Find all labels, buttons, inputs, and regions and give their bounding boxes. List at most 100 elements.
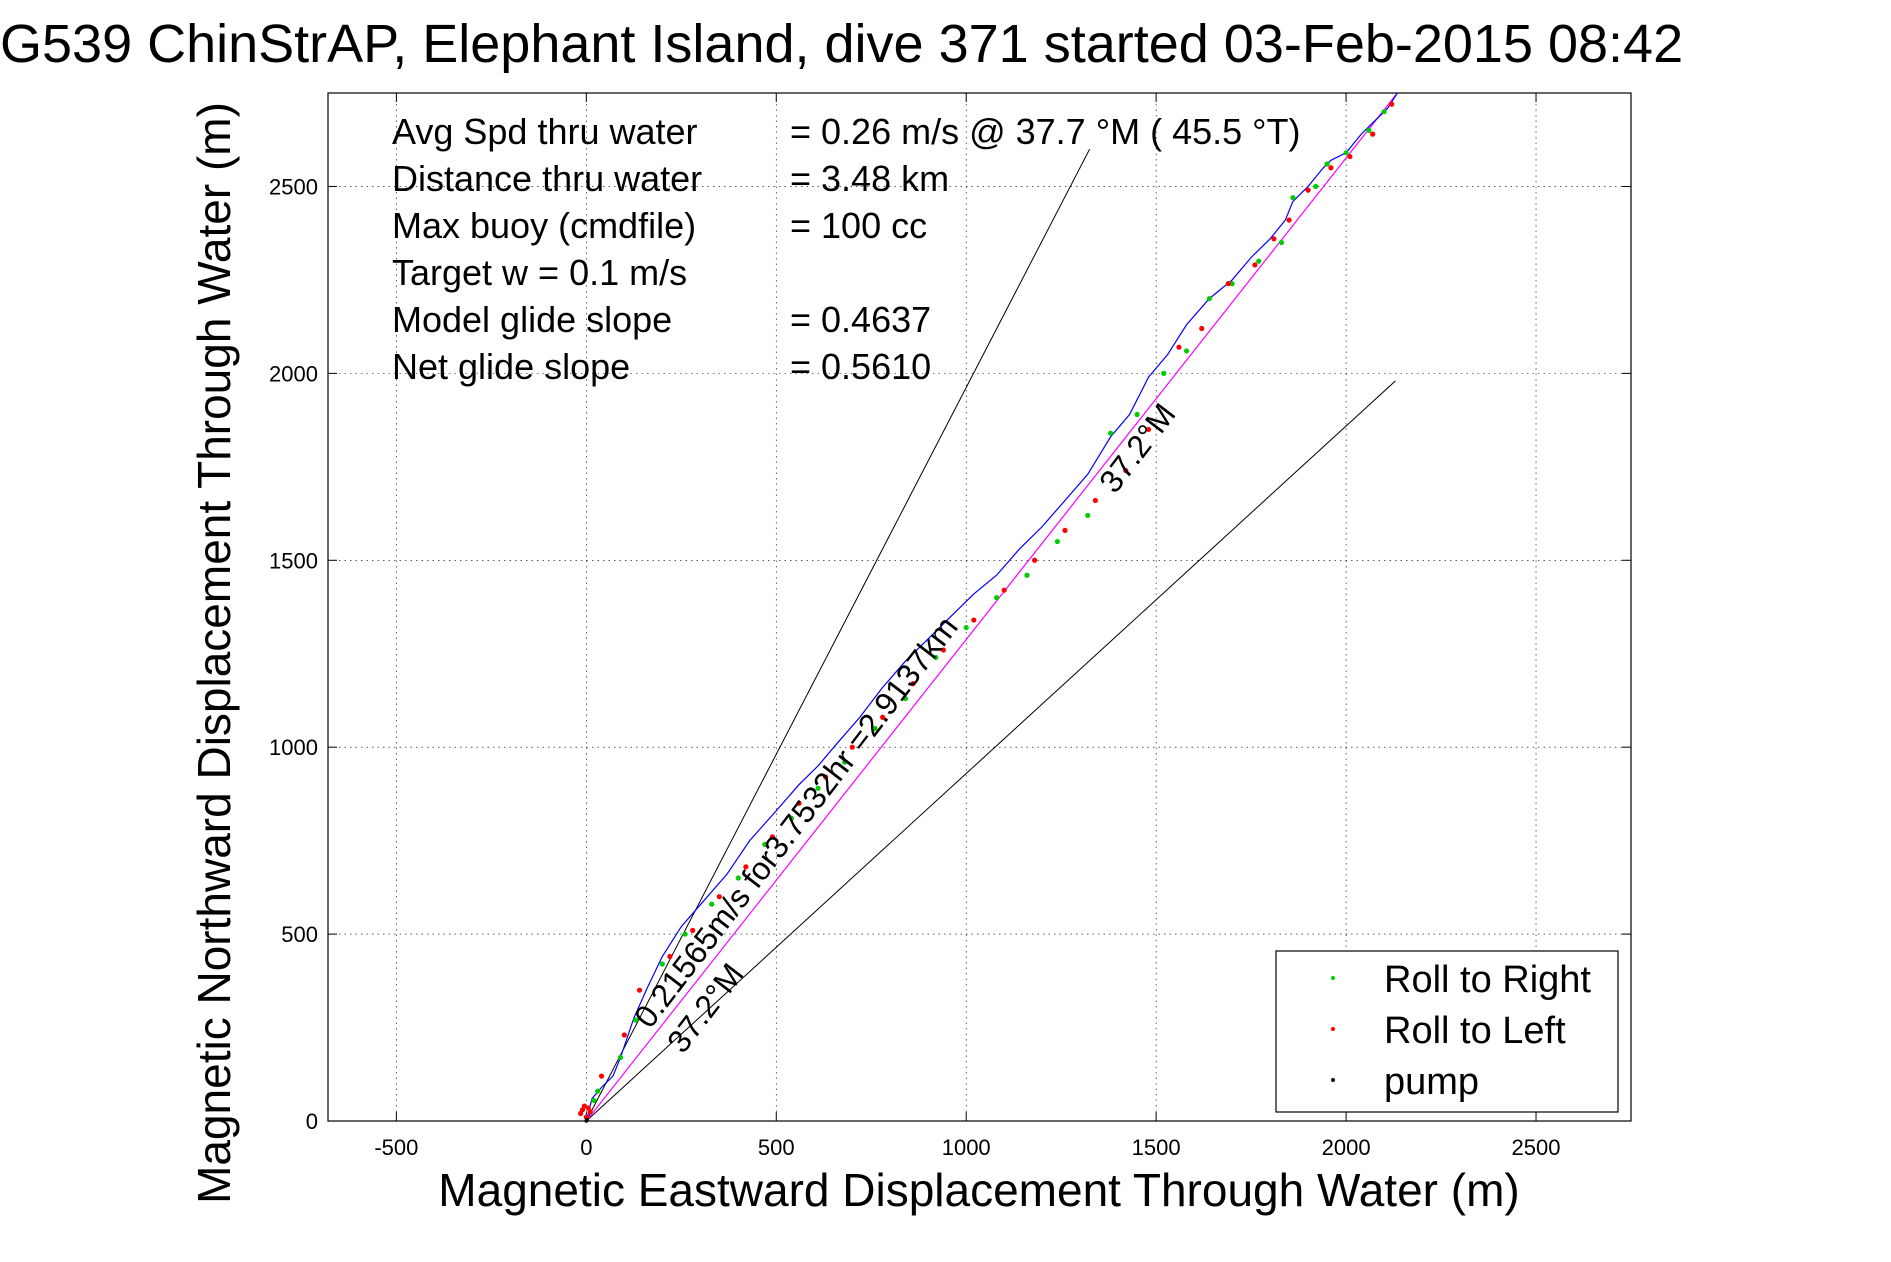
roll-left-point [1199, 325, 1205, 332]
roll-right-point [1381, 109, 1387, 115]
legend-label-roll-left: Roll to Left [1384, 1010, 1566, 1052]
info-value-max-buoy: = 100 cc [790, 205, 927, 246]
roll-right-point [633, 1017, 639, 1023]
roll-left-point [880, 714, 886, 720]
roll-right-point [1206, 296, 1212, 302]
info-label-target-w: Target w = 0.1 m/s [392, 252, 687, 293]
roll-left-point [1031, 557, 1038, 563]
roll-left-point [1347, 153, 1353, 160]
roll-right-point [1229, 281, 1235, 287]
y-tick-label: 0 [306, 1109, 318, 1134]
roll-right-point [872, 725, 878, 732]
roll-right-point [1085, 512, 1091, 519]
roll-left-point [1092, 497, 1098, 504]
legend: Roll to Right Roll to Left pump [1275, 950, 1619, 1113]
roll-right-point [1366, 127, 1372, 133]
info-label-avg-spd: Avg Spd thru water [392, 111, 698, 152]
info-value-model-glide: = 0.4637 [790, 299, 931, 340]
info-label-max-buoy: Max buoy (cmdfile) [392, 205, 696, 246]
roll-right-point [963, 624, 969, 631]
roll-right-point [709, 901, 715, 907]
roll-right-point [1183, 348, 1190, 354]
roll-left-point [849, 744, 855, 750]
y-tick-label: 2500 [269, 174, 318, 199]
roll-right-point [617, 1054, 624, 1061]
roll-left-point [823, 774, 829, 780]
roll-right-point [1107, 430, 1114, 436]
roll-left-point [971, 617, 977, 623]
roll-right-point [1256, 258, 1262, 264]
info-value-net-glide: = 0.5610 [790, 346, 931, 387]
series-layer [578, 92, 1398, 1123]
heading-guide-line [585, 380, 1396, 1122]
roll-left-point [636, 987, 643, 993]
roll-right-point [591, 1097, 597, 1104]
roll-right-point [1343, 150, 1349, 156]
y-tick-label: 1500 [269, 548, 318, 573]
net-displacement-line [585, 92, 1398, 1122]
roll-left-point [743, 864, 749, 870]
roll-left-point [796, 800, 802, 806]
roll-left-point [1271, 236, 1277, 242]
roll-left-point [940, 647, 947, 653]
y-tick-label: 1000 [269, 735, 318, 760]
roll-right-point [933, 654, 939, 661]
pump-point [585, 1117, 589, 1122]
roll-right-point [1134, 411, 1140, 418]
roll-right-point [682, 931, 688, 937]
roll-left-point [667, 953, 673, 960]
roll-left-point [1176, 344, 1182, 350]
plot-area [327, 92, 1632, 1122]
roll-right-point [1313, 183, 1319, 190]
roll-left-point [1252, 262, 1258, 268]
roll-right-point [788, 815, 795, 821]
info-label-model-glide: Model glide slope [392, 299, 672, 340]
roll-left-point [1389, 101, 1395, 107]
x-tick-label: 2500 [1512, 1135, 1561, 1160]
roll-left-point [1123, 467, 1129, 474]
x-tick-label: 1500 [1132, 1135, 1181, 1160]
x-tick-label: 2000 [1322, 1135, 1371, 1160]
roll-right-point [842, 759, 848, 765]
info-label-distance: Distance thru water [392, 158, 702, 199]
roll-left-point [1286, 217, 1292, 223]
roll-left-point [587, 1109, 593, 1115]
chart-title: G539 ChinStrAP, Elephant Island, dive 37… [0, 14, 1683, 74]
roll-left-point [1225, 281, 1231, 287]
info-block: Avg Spd thru water = 0.26 m/s @ 37.7 °M … [392, 111, 1301, 387]
roll-left-point [1145, 426, 1152, 433]
x-tick-label: -500 [374, 1135, 418, 1160]
legend-label-pump: pump [1384, 1061, 1479, 1103]
y-axis-label: Magnetic Northward Displacement Through … [188, 102, 240, 1204]
roll-left-point [690, 927, 696, 933]
roll-right-point [1024, 572, 1030, 578]
roll-right-point [1278, 239, 1285, 246]
roll-right-point [902, 695, 909, 702]
legend-marker-roll-right [1331, 976, 1335, 980]
roll-right-point [595, 1088, 601, 1094]
axis-ticks: -500 0 500 1000 1500 2000 2500 0 500 1000 1500 2000… [269, 93, 1631, 1160]
x-axis-label: Magnetic Eastward Displacement Through W… [438, 1164, 1519, 1216]
roll-right-point [815, 785, 821, 791]
info-value-distance: = 3.48 km [790, 158, 949, 199]
x-tick-label: 1000 [942, 1135, 991, 1160]
x-tick-label: 0 [580, 1135, 592, 1160]
info-label-net-glide: Net glide slope [392, 346, 630, 387]
roll-left-point [1062, 527, 1068, 533]
roll-right-point [1290, 195, 1296, 201]
info-value-avg-spd: = 0.26 m/s @ 37.7 °M ( 45.5 °T) [790, 111, 1301, 152]
roll-left-point [769, 834, 776, 840]
roll-right-point [1161, 370, 1167, 376]
x-tick-label: 500 [758, 1135, 795, 1160]
roll-left-point [1305, 187, 1311, 193]
roll-left-point [1370, 131, 1376, 137]
roll-left-point [716, 894, 722, 900]
roll-right-point [659, 961, 665, 967]
roll-left-point [910, 681, 916, 687]
y-tick-label: 500 [281, 922, 318, 947]
legend-marker-roll-left [1331, 1027, 1335, 1031]
track-line [585, 92, 1398, 1122]
roll-right-point [762, 841, 768, 847]
roll-right-point [1054, 538, 1060, 545]
